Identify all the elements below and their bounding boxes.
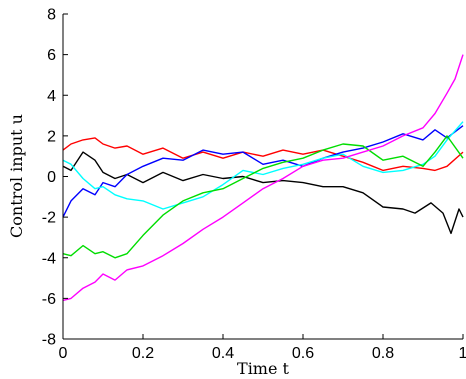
y-tick-label: 8: [47, 7, 56, 24]
series-line-2: [62, 151, 464, 235]
y-axis-label: Control input u: [7, 114, 26, 238]
x-tick-label: 0.6: [292, 345, 314, 362]
x-tick-label: 1: [459, 345, 466, 362]
y-tick-label: -4: [42, 250, 56, 267]
series-layer: [62, 54, 464, 302]
y-tick-label: 0: [47, 169, 56, 186]
y-tick-label: -8: [42, 332, 56, 349]
series-line-3: [62, 125, 464, 218]
x-tick-label: 0.8: [372, 345, 394, 362]
y-tick-label: -6: [42, 291, 56, 308]
x-tick-label: 0.2: [132, 345, 154, 362]
x-tick-label: 0: [59, 345, 68, 362]
y-tick-label: 4: [47, 88, 56, 105]
y-tick-label: 2: [47, 128, 56, 145]
x-tick-label: 0.4: [212, 345, 234, 362]
tick-layer: 0 0.2 0.4 0.6 0.8 1 -8 -6 -4 -2 0 2 4 6 8: [42, 7, 466, 363]
series-line-4: [62, 121, 464, 210]
y-tick-label: 6: [47, 47, 56, 64]
x-axis-label: Time t: [237, 359, 290, 378]
series-line-5: [62, 135, 464, 259]
y-tick-label: -2: [42, 210, 56, 227]
series-line-6: [62, 54, 464, 302]
